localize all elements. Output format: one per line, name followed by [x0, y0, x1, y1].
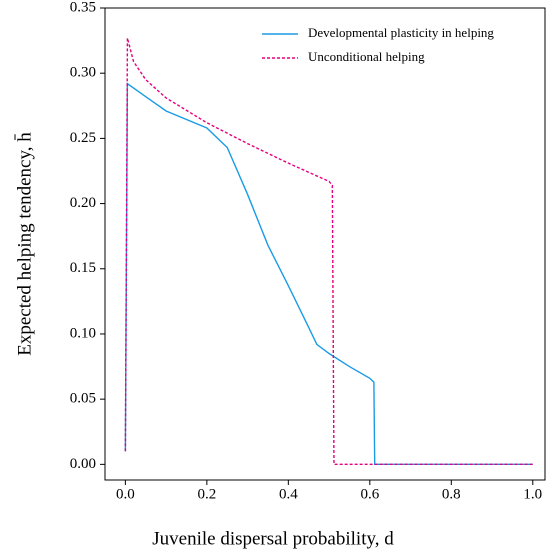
x-tick-label: 0.8	[442, 486, 461, 502]
y-tick-label: 0.00	[70, 456, 96, 472]
y-tick-label: 0.05	[70, 391, 96, 407]
x-tick-label: 0.0	[116, 486, 135, 502]
y-tick-label: 0.10	[70, 325, 96, 341]
series-line	[124, 37, 533, 466]
legend-label: Unconditional helping	[308, 49, 425, 64]
x-axis-label: Juvenile dispersal probability, d	[152, 528, 394, 549]
y-tick-label: 0.20	[70, 195, 96, 211]
x-tick-label: 1.0	[523, 486, 542, 502]
x-tick-label: 0.4	[279, 486, 298, 502]
plot-frame	[104, 7, 546, 481]
y-tick-label: 0.15	[70, 260, 96, 276]
x-tick-label: 0.2	[197, 486, 216, 502]
legend-label: Developmental plasticity in helping	[308, 25, 494, 40]
y-tick-label: 0.35	[70, 0, 96, 15]
y-tick-label: 0.30	[70, 65, 96, 81]
x-tick-label: 0.6	[360, 486, 379, 502]
series-line	[124, 82, 533, 466]
y-tick-label: 0.25	[70, 130, 96, 146]
y-axis-label: Expected helping tendency, h̄	[14, 132, 35, 356]
